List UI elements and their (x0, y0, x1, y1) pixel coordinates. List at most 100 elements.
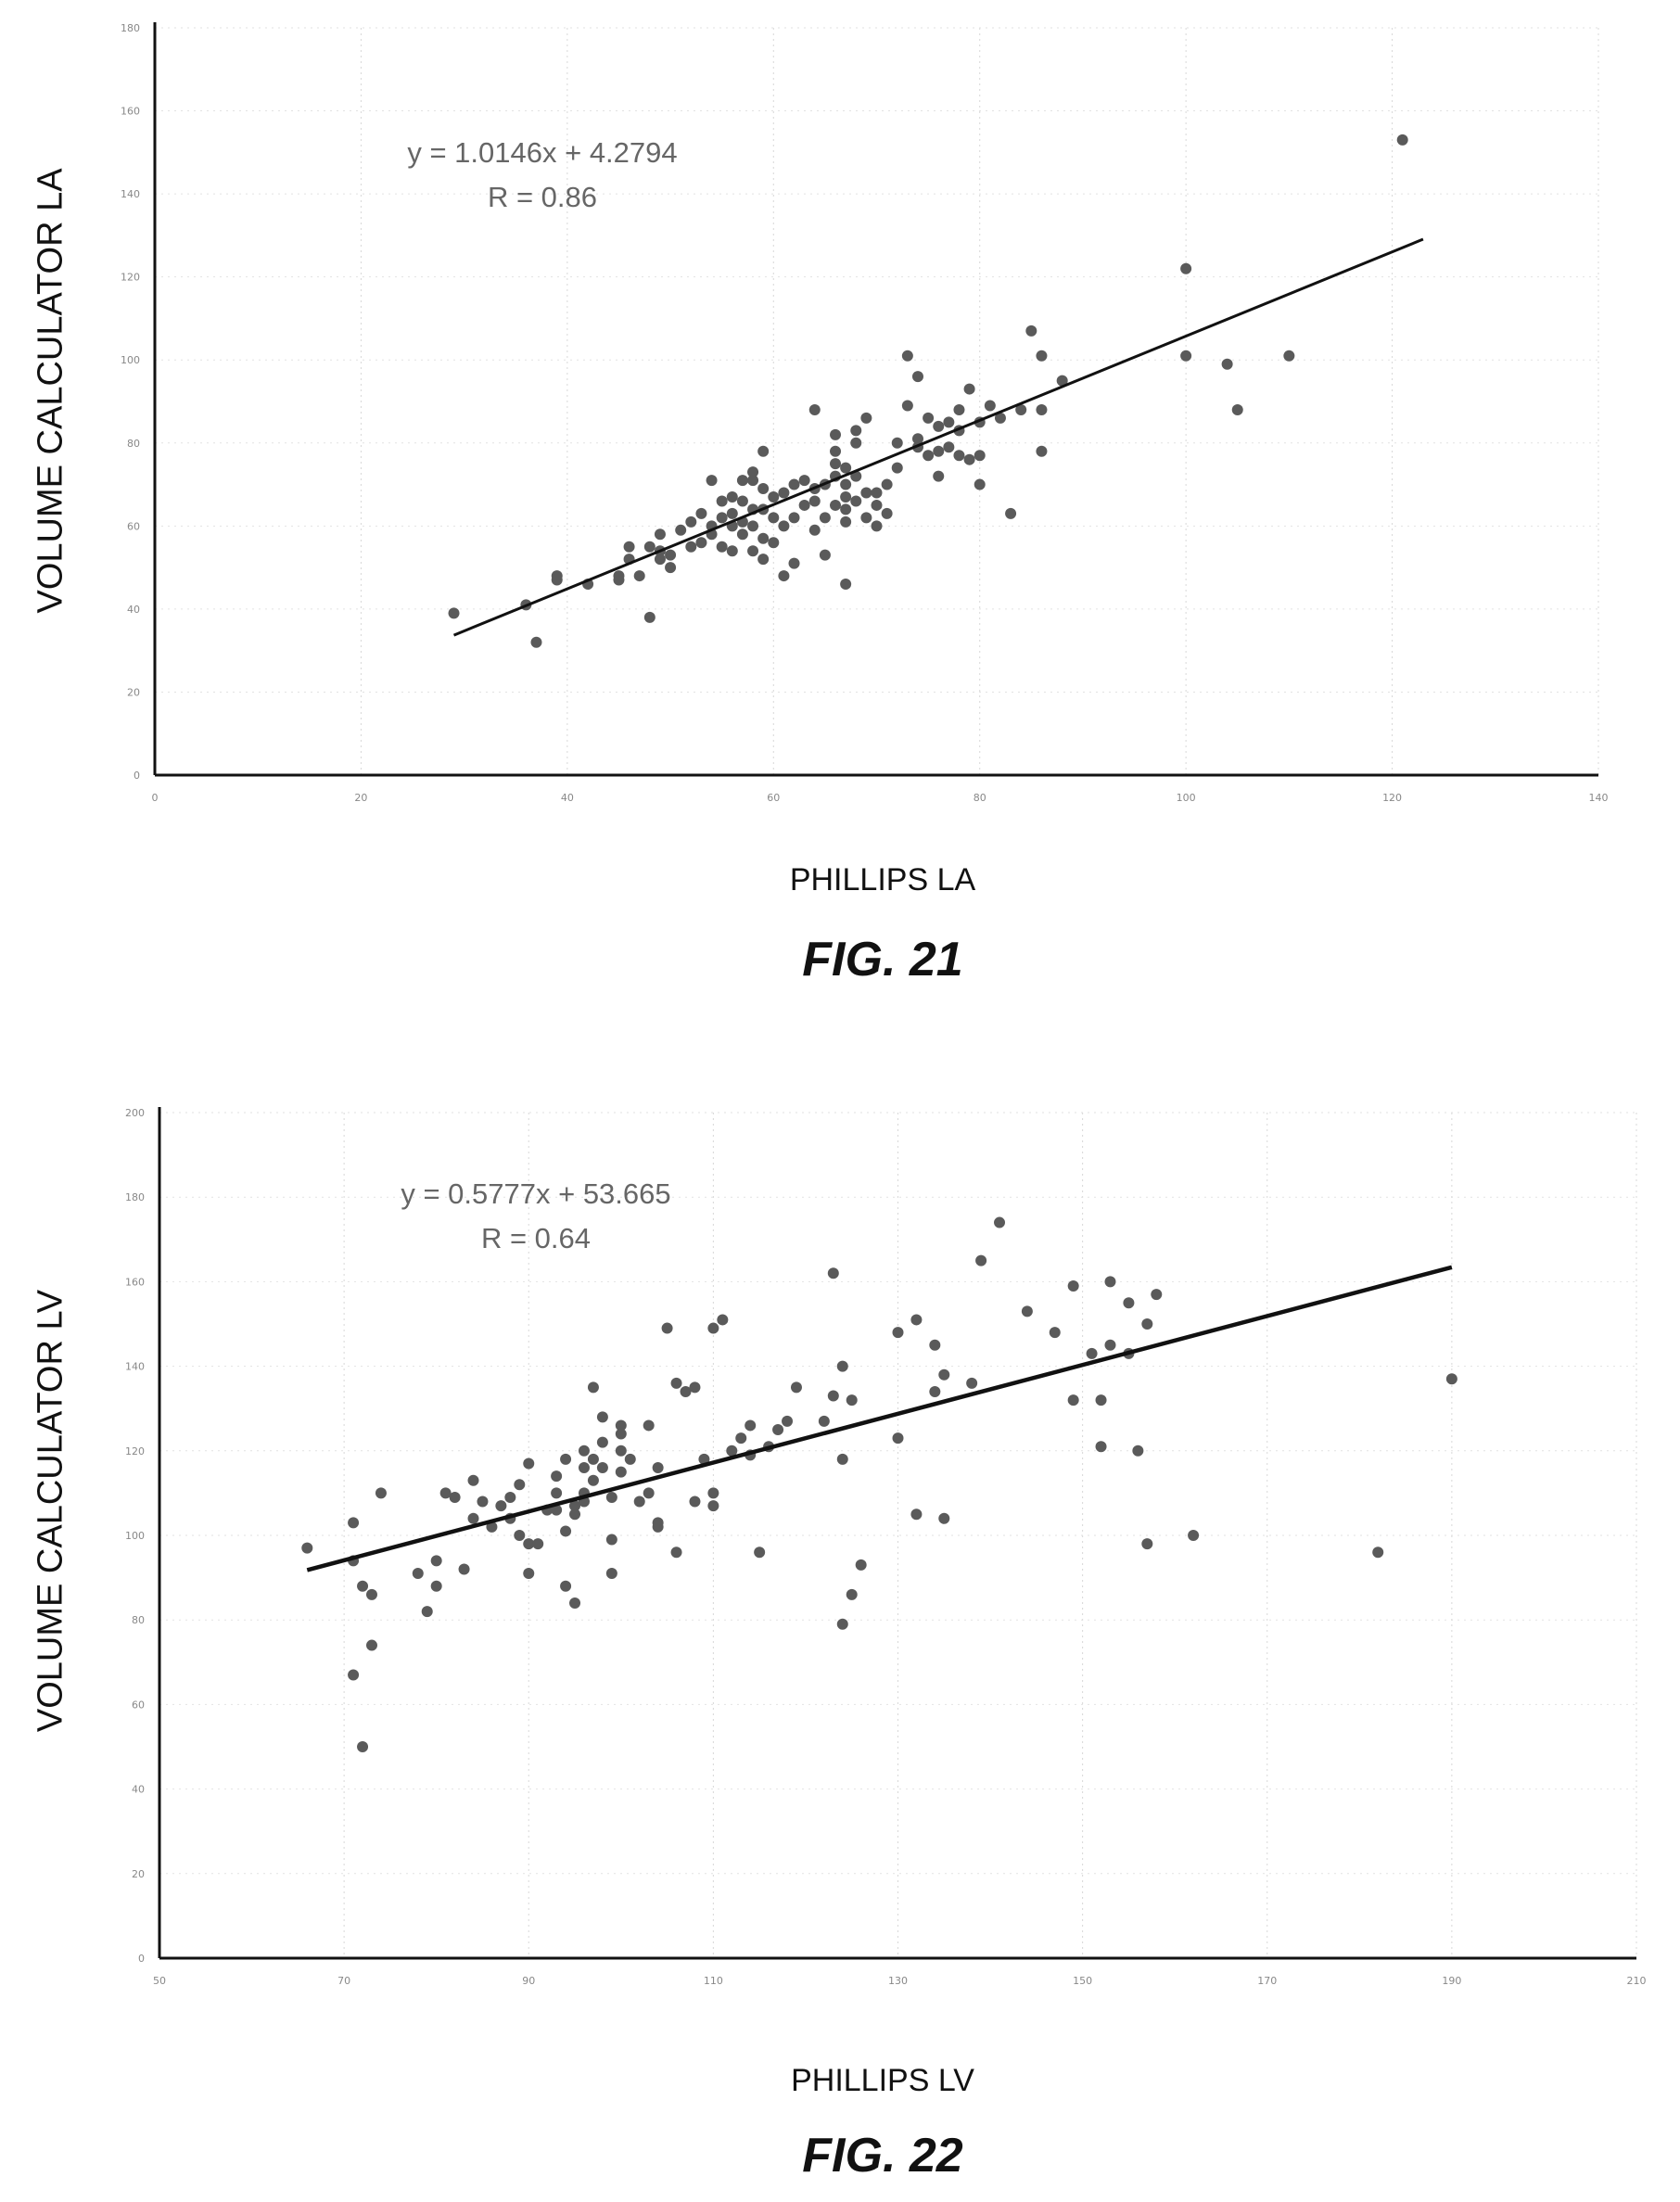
fig22-x-axis-label: PHILLIPS LV (791, 2063, 974, 2098)
fig22-data-point (772, 1424, 784, 1435)
fig21-data-point (830, 428, 842, 440)
fig22-x-tick-label: 130 (888, 1975, 908, 1987)
fig21-y-tick-label: 60 (127, 520, 140, 532)
fig21-data-point (911, 371, 923, 383)
fig22-data-point (726, 1445, 738, 1457)
fig22-data-point (1123, 1297, 1135, 1309)
fig22-data-point (1095, 1441, 1107, 1453)
fig22-y-tick-label: 40 (132, 1784, 145, 1796)
fig22-data-point (836, 1453, 848, 1465)
fig22-data-point (514, 1530, 526, 1541)
fig21-x-tick-label: 60 (767, 792, 780, 804)
fig21-data-point (768, 537, 780, 549)
fig22-data-point (994, 1216, 1006, 1228)
fig22-y-tick-label: 180 (125, 1191, 145, 1203)
fig22-data-point (735, 1432, 747, 1445)
fig22-data-point (357, 1741, 369, 1752)
fig22-data-point (892, 1432, 904, 1445)
fig21-data-point (623, 541, 635, 553)
fig21-data-point (768, 490, 780, 503)
fig22-data-point (523, 1538, 535, 1550)
fig21-data-point (860, 512, 872, 524)
fig21-trendline (452, 237, 1424, 637)
fig22-data-point (707, 1500, 719, 1512)
fig21-data-point (850, 425, 862, 437)
fig21-data-point (1036, 403, 1048, 415)
fig22-data-point (560, 1580, 572, 1592)
fig21-data-point (871, 520, 883, 532)
fig21-data-point (933, 420, 945, 432)
fig21-data-point (1396, 134, 1408, 146)
fig22-data-point (707, 1322, 719, 1334)
fig21-data-point (1056, 375, 1068, 387)
fig22-data-point (1141, 1318, 1153, 1330)
fig22-data-point (439, 1487, 452, 1499)
fig22-data-point (1104, 1276, 1116, 1288)
fig22-data-point (477, 1496, 489, 1508)
fig21-data-point (871, 499, 883, 511)
fig22-y-tick-label: 140 (125, 1361, 145, 1373)
fig22-data-point (523, 1457, 535, 1470)
fig22-y-axis-label: VOLUME CALCULATOR LV (31, 1289, 70, 1733)
fig21-data-point (1221, 358, 1233, 370)
fig21-data-point (757, 554, 770, 566)
fig22-data-point (717, 1314, 729, 1326)
fig21-y-tick-label: 180 (121, 22, 140, 34)
fig21-y-tick-label: 0 (134, 770, 140, 782)
fig22-data-point (348, 1517, 360, 1529)
fig21-data-point (551, 574, 563, 586)
fig21-data-point (1180, 262, 1192, 274)
fig22-data-point (689, 1496, 701, 1508)
fig22-data-point (532, 1538, 544, 1550)
fig21-data-point (716, 541, 728, 553)
fig22-data-point (458, 1563, 470, 1575)
fig21-data-point (736, 528, 748, 541)
fig22-data-point (643, 1419, 655, 1432)
fig22-data-point (1372, 1546, 1384, 1559)
fig22-data-point (551, 1487, 563, 1499)
fig22-data-point (449, 1491, 461, 1503)
fig21-data-point (1036, 350, 1048, 362)
fig21-r-value: R = 0.86 (488, 181, 597, 213)
fig22-data-point (661, 1322, 673, 1334)
fig21-data-point (747, 520, 759, 532)
fig22-data-point (892, 1327, 904, 1339)
fig21-data-point (953, 403, 965, 415)
fig22-data-point (486, 1521, 498, 1533)
fig22-data-point (569, 1508, 581, 1521)
fig22-plot: 50 70 90 110 130 150 170 190 210 0 20 40 60 80 100 120 1… (125, 1107, 1647, 1987)
fig21-data-point (530, 636, 542, 648)
fig21-trendline-equation: y = 1.0146x + 4.2794 (407, 136, 677, 169)
fig21-data-point (891, 462, 903, 474)
fig22-data-point (754, 1546, 766, 1559)
fig21-data-point (665, 562, 677, 574)
fig22-data-point (551, 1504, 563, 1516)
fig22-y-tick-label: 160 (125, 1276, 145, 1288)
fig21-data-point (675, 524, 687, 536)
fig21-y-tick-label: 80 (127, 438, 140, 450)
fig22-data-point (1095, 1394, 1107, 1406)
fig21-y-tick-label: 20 (127, 686, 140, 698)
fig22-data-point (670, 1546, 682, 1559)
fig22-trendline (306, 1265, 1453, 1572)
fig21-data-point (901, 350, 913, 362)
fig22-data-point (1104, 1339, 1116, 1351)
fig21-data-point (643, 611, 655, 623)
fig21-data-point (1036, 445, 1048, 457)
fig22-data-point (569, 1500, 581, 1512)
fig21-data-point (778, 487, 790, 499)
fig22-x-tick-label: 170 (1257, 1975, 1277, 1987)
fig22-data-point (605, 1568, 617, 1580)
fig22-data-point (495, 1500, 507, 1512)
fig21-data-point (808, 524, 821, 536)
fig21-x-tick-label: 120 (1382, 792, 1402, 804)
fig22-data-point (615, 1466, 627, 1478)
fig21-data-point (788, 557, 800, 569)
fig21-data-point (695, 537, 707, 549)
fig22-data-point (1445, 1373, 1457, 1385)
fig21-data-point (726, 490, 738, 503)
fig21-data-point (778, 520, 790, 532)
fig21-data-point (840, 462, 852, 474)
fig22-x-tick-label: 90 (522, 1975, 535, 1987)
fig22-data-point (605, 1534, 617, 1546)
